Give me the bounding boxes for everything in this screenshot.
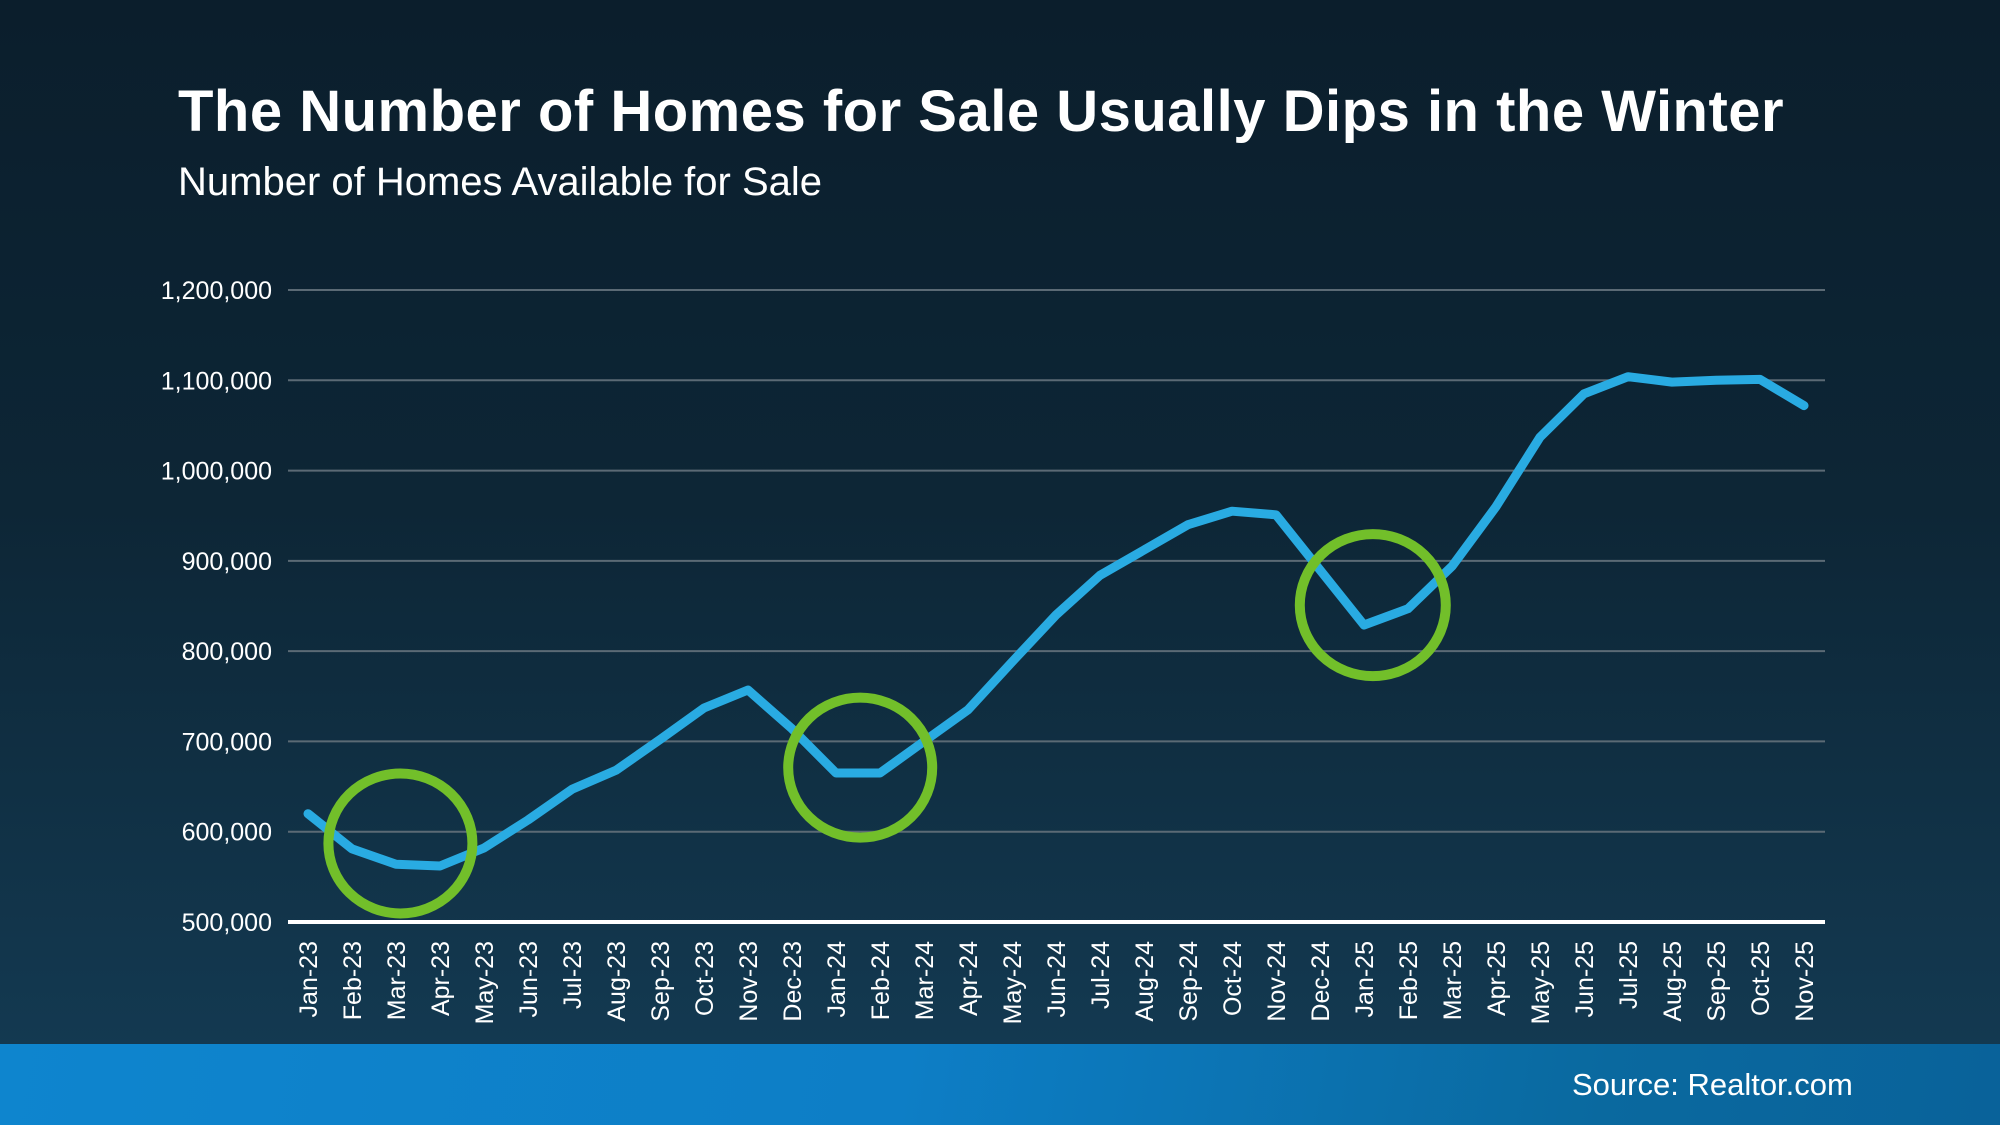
x-tick-label: Sep-24: [1175, 941, 1203, 1022]
y-tick-label: 800,000: [182, 638, 272, 666]
x-tick-label: Jul-24: [1087, 941, 1115, 1009]
x-tick-label: Jun-23: [515, 941, 543, 1017]
x-tick-label: Feb-24: [867, 941, 895, 1020]
x-tick-label: May-24: [999, 941, 1027, 1024]
x-tick-label: Nov-25: [1791, 941, 1819, 1022]
x-tick-label: Oct-25: [1747, 941, 1775, 1016]
x-tick-label: Feb-25: [1395, 941, 1423, 1020]
x-tick-label: Jan-24: [823, 941, 851, 1018]
x-tick-label: May-23: [471, 941, 499, 1024]
y-tick-label: 1,100,000: [161, 367, 272, 395]
x-tick-label: Nov-24: [1263, 941, 1291, 1022]
inventory-line: [303, 372, 1809, 871]
x-tick-label: Apr-23: [427, 941, 455, 1016]
footer-bar: Source: Realtor.com: [0, 1044, 2000, 1125]
x-tick-label: Oct-23: [691, 941, 719, 1016]
x-tick-label: Jun-24: [1043, 941, 1071, 1018]
winter-dip-circle-2023: [323, 768, 478, 919]
winter-dip-circle-2025: [1294, 529, 1451, 682]
y-tick-label: 900,000: [182, 548, 272, 576]
x-tick-label: May-25: [1527, 941, 1555, 1024]
x-tick-label: Mar-24: [911, 941, 939, 1020]
x-tick-label: Sep-25: [1703, 941, 1731, 1022]
x-tick-label: Oct-24: [1219, 941, 1247, 1016]
x-tick-label: Feb-23: [339, 941, 367, 1020]
x-tick-label: Dec-24: [1307, 941, 1335, 1022]
x-tick-label: Mar-25: [1439, 941, 1467, 1020]
x-tick-label: Aug-25: [1659, 941, 1687, 1022]
x-tick-label: Aug-24: [1131, 941, 1159, 1022]
chart-subtitle: Number of Homes Available for Sale: [178, 160, 823, 204]
y-tick-label: 500,000: [182, 909, 272, 937]
x-tick-label: Nov-23: [735, 941, 763, 1022]
chart-title: The Number of Homes for Sale Usually Dip…: [178, 79, 1785, 144]
x-tick-label: Dec-23: [779, 941, 807, 1022]
x-tick-label: Aug-23: [603, 941, 631, 1022]
x-tick-label: Jul-25: [1615, 941, 1643, 1009]
x-tick-label: Jan-25: [1351, 941, 1379, 1017]
x-tick-label: Jun-25: [1571, 941, 1599, 1017]
x-tick-label: Mar-23: [383, 941, 411, 1020]
x-tick-label: Jul-23: [559, 941, 587, 1009]
y-tick-label: 1,000,000: [161, 458, 272, 486]
x-tick-label: Jan-23: [295, 941, 323, 1017]
x-tick-label: Apr-25: [1483, 941, 1511, 1016]
winter-dip-circle-2024: [783, 692, 938, 843]
y-tick-label: 700,000: [182, 728, 272, 756]
x-tick-label: Sep-23: [647, 941, 675, 1022]
source-text: Source: Realtor.com: [1572, 1066, 1853, 1102]
x-tick-label: Apr-24: [955, 941, 983, 1016]
y-tick-label: 600,000: [182, 819, 272, 847]
y-tick-label: 1,200,000: [161, 277, 272, 305]
